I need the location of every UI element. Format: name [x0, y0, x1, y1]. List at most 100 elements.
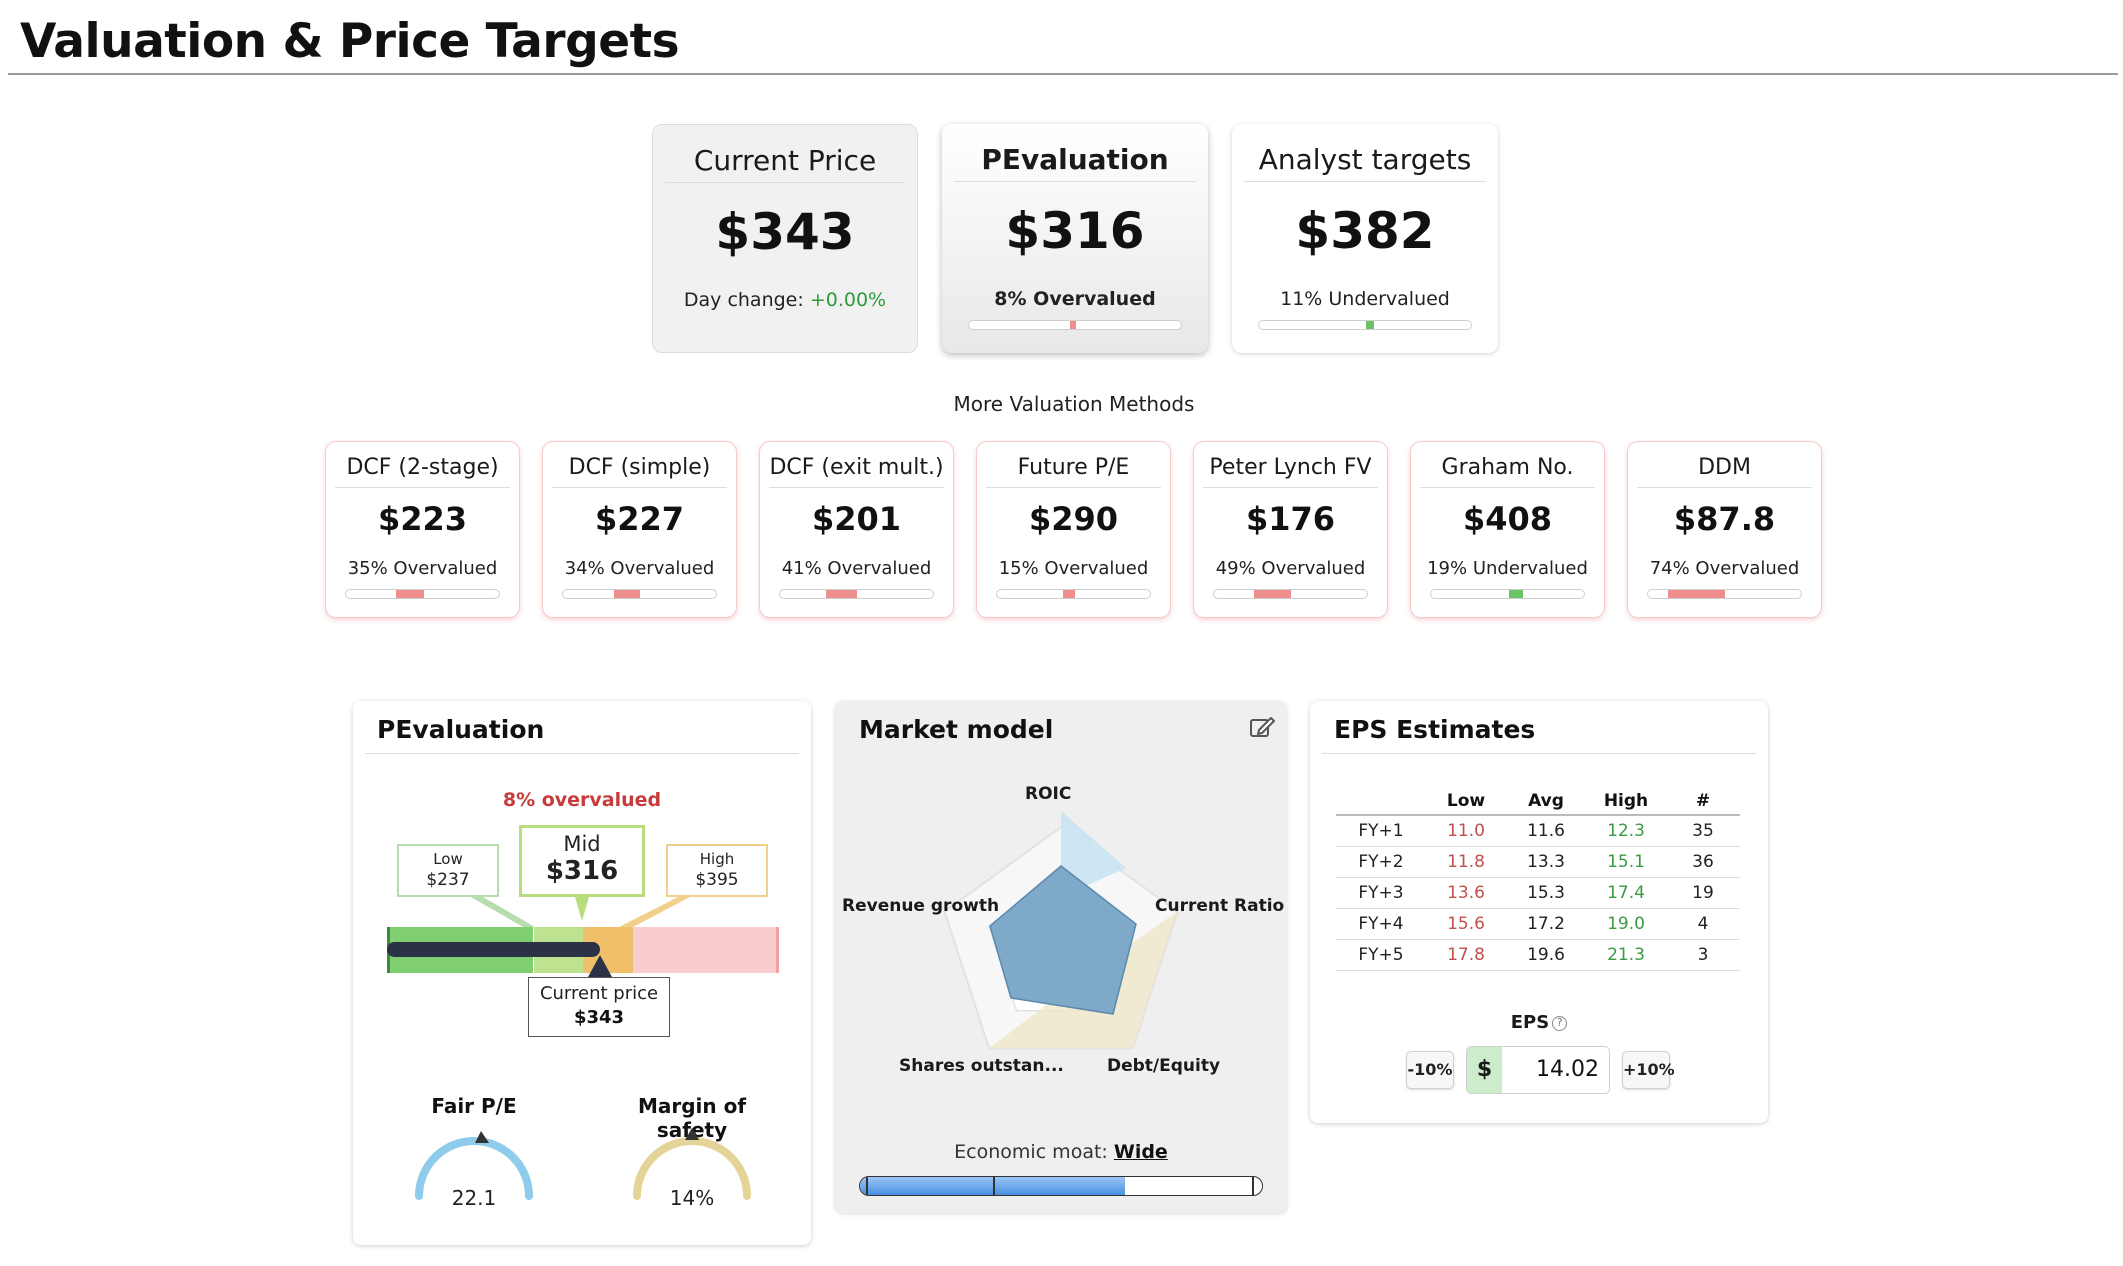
valuation-method-card[interactable]: DCF (simple) $227 34% Overvalued — [543, 442, 736, 617]
pevaluation-meter — [968, 320, 1182, 330]
valuation-method-card[interactable]: DCF (2-stage) $223 35% Overvalued — [326, 442, 519, 617]
eps-cell: 3 — [1666, 939, 1740, 971]
pevaluation-meter-fill — [1070, 321, 1076, 329]
method-status: 19% Undervalued — [1427, 558, 1588, 579]
method-title: DCF (simple) — [552, 448, 727, 488]
current-price-card[interactable]: Current Price $343 Day change: +0.00% — [652, 124, 918, 353]
economic-moat-fill — [860, 1177, 1126, 1195]
eps-col-count: # — [1666, 787, 1740, 816]
eps-cell: 36 — [1666, 846, 1740, 878]
current-price-marker: Current price $343 — [528, 977, 670, 1037]
eps-cell: 19.0 — [1586, 908, 1666, 940]
method-value: $223 — [377, 500, 468, 538]
method-meter-fill — [614, 590, 641, 598]
method-meter-fill — [1062, 590, 1075, 598]
method-meter-fill — [396, 590, 424, 598]
eps-cell: 17.8 — [1426, 939, 1506, 971]
low-marker: Low $237 — [397, 844, 499, 897]
method-status: 34% Overvalued — [564, 558, 715, 579]
radar-axis-revenue-growth: Revenue growth — [842, 896, 1000, 916]
eps-cell: 17.2 — [1506, 908, 1586, 940]
economic-moat: Economic moat: Wide — [835, 1141, 1287, 1163]
radar-roic-band — [1061, 811, 1126, 897]
valuation-method-card[interactable]: Future P/E $290 15% Overvalued — [977, 442, 1170, 617]
method-meter-fill — [1668, 590, 1726, 598]
analyst-targets-card[interactable]: Analyst targets $382 11% Undervalued — [1232, 124, 1498, 353]
high-label: High — [699, 850, 735, 868]
current-price-bar — [387, 942, 600, 957]
eps-col-low: Low — [1426, 787, 1506, 816]
eps-cell: 13.6 — [1426, 877, 1506, 909]
eps-cell: 13.3 — [1506, 846, 1586, 878]
mid-value: $316 — [545, 856, 619, 886]
eps-cell: 11.8 — [1426, 846, 1506, 878]
low-value: $237 — [426, 870, 470, 890]
fair-pe-gauge — [415, 1131, 533, 1200]
method-value: $290 — [1028, 500, 1119, 538]
title-divider — [8, 73, 2118, 75]
pevaluation-value: $316 — [1005, 202, 1145, 260]
analyst-targets-value: $382 — [1295, 202, 1435, 260]
pevaluation-card[interactable]: PEvaluation $316 8% Overvalued — [942, 124, 1208, 353]
panel-divider — [1322, 753, 1756, 754]
eps-cell: FY+1 — [1336, 815, 1426, 847]
pevaluation-panel-title: PEvaluation — [377, 715, 545, 744]
method-value: $408 — [1462, 500, 1553, 538]
valuation-method-card[interactable]: DCF (exit mult.) $201 41% Overvalued — [760, 442, 953, 617]
eps-currency-symbol: $ — [1467, 1047, 1502, 1093]
eps-label-text: EPS — [1510, 1012, 1550, 1033]
radar-axis-roic: ROIC — [1025, 784, 1072, 804]
eps-cell: 21.3 — [1586, 939, 1666, 971]
edit-icon[interactable] — [1249, 715, 1275, 739]
radar-axis-current-ratio: Current Ratio — [1155, 896, 1285, 916]
page-title: Valuation & Price Targets — [20, 14, 680, 69]
eps-cell: FY+2 — [1336, 846, 1426, 878]
moat-tick — [993, 1177, 995, 1195]
eps-input[interactable]: $ 14.02 — [1466, 1046, 1610, 1094]
eps-row: FY+4 15.6 17.2 19.0 4 — [1336, 908, 1740, 940]
method-status: 74% Overvalued — [1649, 558, 1800, 579]
high-connector — [619, 897, 690, 927]
current-price-marker-value: $343 — [573, 1007, 625, 1028]
method-meter — [779, 589, 934, 599]
method-title: DCF (2-stage) — [335, 448, 510, 488]
valuation-method-card[interactable]: Peter Lynch FV $176 49% Overvalued — [1194, 442, 1387, 617]
valuation-method-card[interactable]: Graham No. $408 19% Undervalued — [1411, 442, 1604, 617]
eps-plus-10-button[interactable]: +10% — [1622, 1051, 1675, 1089]
eps-minus-10-button[interactable]: -10% — [1406, 1051, 1454, 1089]
economic-moat-bar — [859, 1176, 1263, 1196]
economic-moat-value[interactable]: Wide — [1113, 1141, 1168, 1163]
valuation-method-card[interactable]: DDM $87.8 74% Overvalued — [1628, 442, 1821, 617]
method-title: Graham No. — [1420, 448, 1595, 488]
method-status: 41% Overvalued — [781, 558, 932, 579]
pevaluation-title: PEvaluation — [954, 138, 1196, 182]
pevaluation-panel: PEvaluation 8% overvalued Low $237 Mid $… — [353, 701, 811, 1245]
method-meter-fill — [825, 590, 858, 598]
eps-row: FY+1 11.0 11.6 12.3 35 — [1336, 815, 1740, 847]
marker-connectors — [471, 897, 690, 927]
current-price-label: Current price — [539, 983, 659, 1004]
radar-axis-debt-equity: Debt/Equity — [1107, 1056, 1221, 1076]
method-status: 49% Overvalued — [1215, 558, 1366, 579]
method-meter — [1213, 589, 1368, 599]
method-meter — [996, 589, 1151, 599]
eps-cell: 19.6 — [1506, 939, 1586, 971]
eps-estimates-title: EPS Estimates — [1334, 715, 1536, 744]
market-model-panel: Market model ROIC Current Ratio Debt/Equ… — [835, 701, 1287, 1213]
method-meter — [1647, 589, 1802, 599]
fair-pe-label: Fair P/E — [431, 1094, 517, 1118]
eps-cell: 11.6 — [1506, 815, 1586, 847]
eps-input-value[interactable]: 14.02 — [1536, 1057, 1599, 1082]
method-status: 15% Overvalued — [998, 558, 1149, 579]
eps-cell: FY+5 — [1336, 939, 1426, 971]
eps-header-row: Low Avg High # — [1336, 787, 1740, 816]
help-icon[interactable]: ? — [1552, 1016, 1568, 1031]
method-meter-fill — [1253, 590, 1292, 598]
market-model-title: Market model — [859, 715, 1054, 744]
method-title: DDM — [1637, 448, 1812, 488]
eps-cell: 12.3 — [1586, 815, 1666, 847]
mid-marker: Mid $316 — [519, 825, 645, 897]
method-meter — [562, 589, 717, 599]
eps-col-high: High — [1586, 787, 1666, 816]
high-value: $395 — [695, 870, 739, 890]
